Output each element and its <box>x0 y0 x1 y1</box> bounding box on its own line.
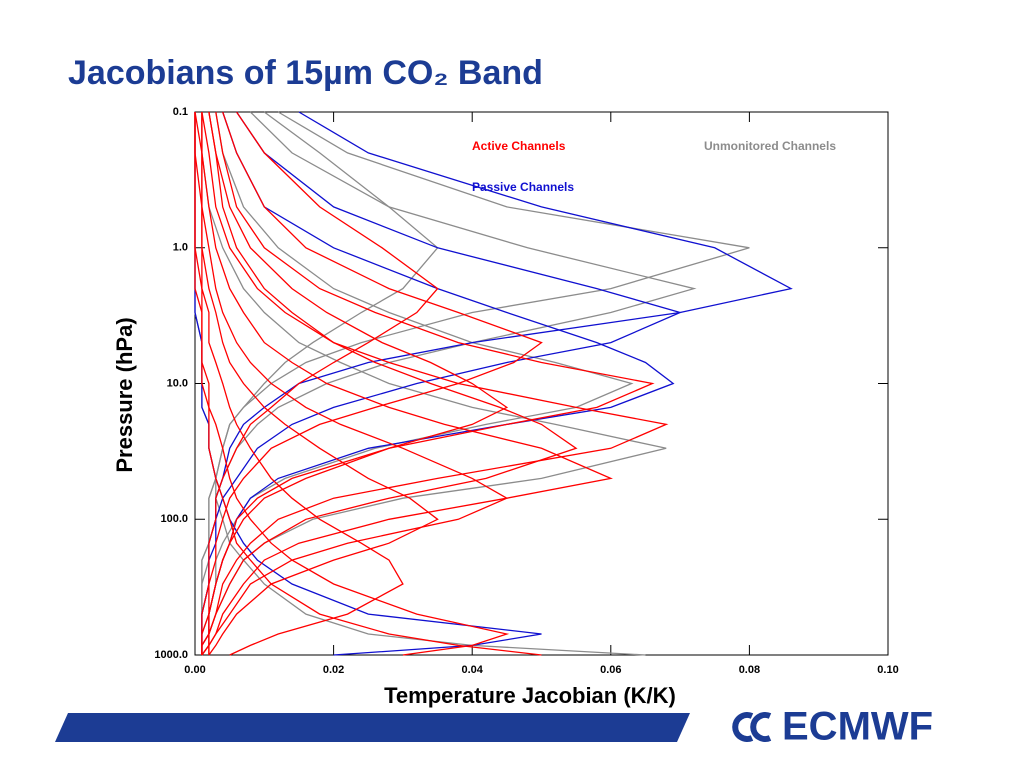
y-tick-label: 100.0 <box>160 513 188 525</box>
x-tick-label: 0.04 <box>461 664 483 676</box>
footer-stripe <box>55 713 690 742</box>
logo-mark <box>732 712 772 742</box>
y-tick-label: 1000.0 <box>154 649 188 661</box>
slide-title: Jacobians of 15µm CO₂ Band <box>68 54 543 92</box>
x-tick-label: 0.06 <box>600 664 621 676</box>
profile-line <box>201 111 578 656</box>
x-tick-label: 0.10 <box>877 664 898 676</box>
y-axis-title: Pressure (hPa) <box>112 317 137 472</box>
legend-label: Unmonitored Channels <box>704 139 836 153</box>
profile-line <box>201 111 439 655</box>
legend-label: Active Channels <box>472 139 566 153</box>
profile-line <box>201 111 543 655</box>
profile-line <box>201 111 675 655</box>
profile-line <box>201 111 509 655</box>
profile-line <box>201 111 697 655</box>
x-tick-label: 0.00 <box>184 664 205 676</box>
profile-line <box>201 111 669 656</box>
y-tick-label: 0.1 <box>173 106 188 118</box>
y-tick-label: 1.0 <box>173 242 188 254</box>
x-tick-label: 0.08 <box>739 664 760 676</box>
profile-line <box>194 112 510 656</box>
x-axis-title: Temperature Jacobian (K/K) <box>384 683 676 708</box>
logo-text: ECMWF <box>782 705 933 749</box>
profile-line <box>201 112 613 655</box>
y-tick-label: 10.0 <box>167 377 188 389</box>
x-tick-label: 0.02 <box>323 664 344 676</box>
legend-label: Passive Channels <box>472 180 574 194</box>
profile-line <box>194 112 542 656</box>
profile-line <box>201 111 683 655</box>
profile-line <box>201 112 509 655</box>
profile-line <box>201 111 439 655</box>
profile-line <box>194 111 439 656</box>
